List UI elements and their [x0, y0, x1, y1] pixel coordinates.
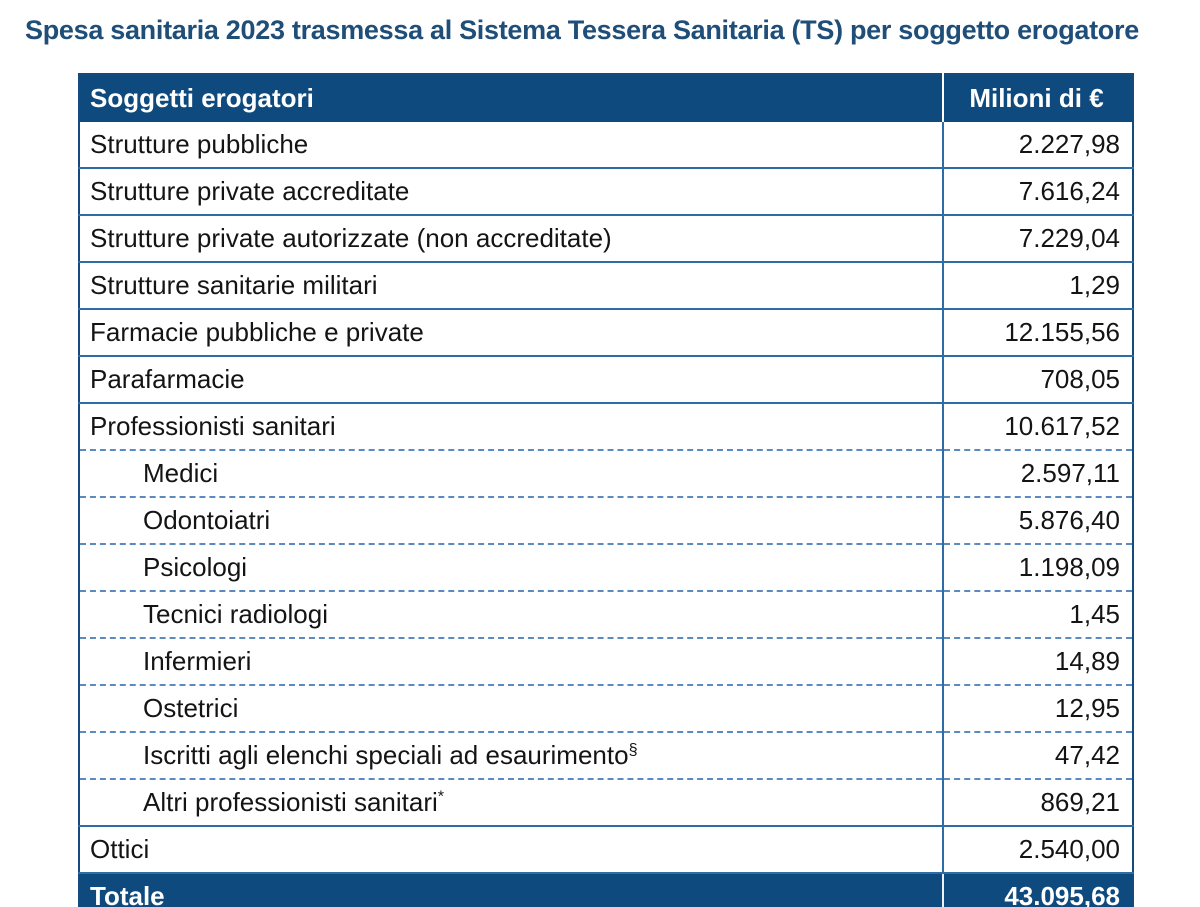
row-value: 2.540,00 [943, 826, 1133, 874]
total-value: 43.095,68 [943, 873, 1133, 907]
footnote-marker: § [628, 740, 638, 759]
table-body: Strutture pubbliche 2.227,98 Strutture p… [79, 122, 1133, 907]
row-label-text: Altri professionisti sanitari [143, 787, 438, 817]
row-label: Ostetrici [79, 685, 944, 733]
row-label: Parafarmacie [79, 356, 944, 404]
row-value: 708,05 [943, 356, 1133, 404]
row-label: Infermieri [79, 638, 944, 686]
table-row: Professionisti sanitari 10.617,52 [79, 403, 1133, 451]
row-label-text: Strutture sanitarie militari [90, 270, 378, 300]
row-value: 7.616,24 [943, 168, 1133, 216]
table-row: Ostetrici 12,95 [79, 685, 1133, 733]
table-row: Iscritti agli elenchi speciali ad esauri… [79, 732, 1133, 780]
row-label-text: Tecnici radiologi [143, 599, 328, 629]
row-label: Medici [79, 450, 944, 498]
table-row: Medici 2.597,11 [79, 450, 1133, 498]
row-value: 1,29 [943, 262, 1133, 310]
page-title: Spesa sanitaria 2023 trasmessa al Sistem… [25, 15, 1139, 45]
row-label: Strutture private accreditate [79, 168, 944, 216]
row-label-text: Strutture pubbliche [90, 129, 309, 159]
row-value: 1.198,09 [943, 544, 1133, 592]
row-value: 5.876,40 [943, 497, 1133, 545]
row-label-text: Ostetrici [143, 693, 239, 723]
row-value: 869,21 [943, 779, 1133, 827]
table-row: Farmacie pubbliche e private 12.155,56 [79, 309, 1133, 357]
row-label: Ottici [79, 826, 944, 874]
table-row: Strutture private accreditate 7.616,24 [79, 168, 1133, 216]
row-label-text: Iscritti agli elenchi speciali ad esauri… [143, 740, 629, 770]
row-label: Altri professionisti sanitari* [79, 779, 944, 827]
column-header-milioni-di-euro: Milioni di € [943, 74, 1133, 122]
row-label: Psicologi [79, 544, 944, 592]
table-row: Parafarmacie 708,05 [79, 356, 1133, 404]
row-label-text: Psicologi [143, 552, 248, 582]
row-value: 14,89 [943, 638, 1133, 686]
row-label-text: Ottici [90, 834, 150, 864]
row-label: Iscritti agli elenchi speciali ad esauri… [79, 732, 944, 780]
row-label: Tecnici radiologi [79, 591, 944, 639]
row-value: 10.617,52 [943, 403, 1133, 451]
row-value: 12,95 [943, 685, 1133, 733]
table-row: Strutture sanitarie militari 1,29 [79, 262, 1133, 310]
row-value: 2.597,11 [943, 450, 1133, 498]
total-label: Totale [79, 873, 944, 907]
table-row: Odontoiatri 5.876,40 [79, 497, 1133, 545]
table-row: Strutture private autorizzate (non accre… [79, 215, 1133, 263]
spesa-sanitaria-table: Soggetti erogatori Milioni di € Struttur… [78, 73, 1134, 907]
row-label-text: Parafarmacie [90, 364, 245, 394]
row-label: Strutture sanitarie militari [79, 262, 944, 310]
row-value: 1,45 [943, 591, 1133, 639]
table-row: Tecnici radiologi 1,45 [79, 591, 1133, 639]
table-row: Strutture pubbliche 2.227,98 [79, 122, 1133, 169]
column-header-soggetti-erogatori: Soggetti erogatori [79, 74, 944, 122]
table-row: Altri professionisti sanitari* 869,21 [79, 779, 1133, 827]
row-label-text: Farmacie pubbliche e private [90, 317, 424, 347]
row-value: 2.227,98 [943, 122, 1133, 169]
table-row: Ottici 2.540,00 [79, 826, 1133, 874]
row-value: 47,42 [943, 732, 1133, 780]
row-label: Strutture pubbliche [79, 122, 944, 169]
row-label-text: Professionisti sanitari [90, 411, 336, 441]
table-row: Psicologi 1.198,09 [79, 544, 1133, 592]
row-value: 12.155,56 [943, 309, 1133, 357]
row-label: Odontoiatri [79, 497, 944, 545]
row-label-text: Medici [143, 458, 219, 488]
row-label: Farmacie pubbliche e private [79, 309, 944, 357]
row-label-text: Odontoiatri [143, 505, 271, 535]
row-label: Professionisti sanitari [79, 403, 944, 451]
row-label-text: Strutture private autorizzate (non accre… [90, 223, 612, 253]
table-header-row: Soggetti erogatori Milioni di € [79, 74, 1133, 122]
row-value: 7.229,04 [943, 215, 1133, 263]
table-total-row: Totale 43.095,68 [79, 873, 1133, 907]
row-label: Strutture private autorizzate (non accre… [79, 215, 944, 263]
row-label-text: Strutture private accreditate [90, 176, 410, 206]
footnote-marker: * [437, 787, 445, 806]
row-label-text: Infermieri [143, 646, 252, 676]
table-row: Infermieri 14,89 [79, 638, 1133, 686]
